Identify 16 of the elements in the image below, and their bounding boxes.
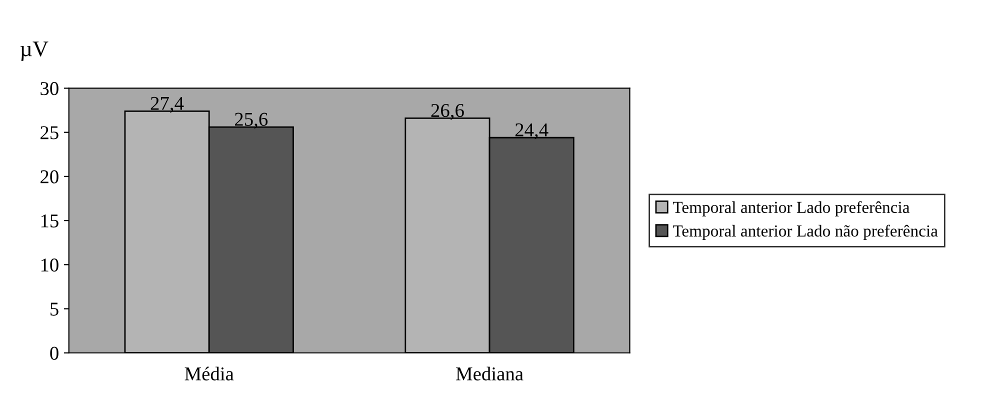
- data-label: 26,6: [431, 104, 464, 120]
- y-tick-label: 10: [41, 258, 58, 272]
- data-label: 24,4: [515, 123, 548, 140]
- y-tick-label: 20: [40, 170, 58, 184]
- y-tick-label: 0: [50, 346, 58, 360]
- data-label: 25,6: [235, 112, 268, 129]
- y-tick-label: 5: [50, 302, 58, 316]
- y-tick-label: 30: [40, 82, 58, 96]
- y-axis-title: µV: [20, 42, 48, 61]
- y-tick-label: 15: [41, 214, 58, 228]
- legend-label: Temporal anterior Lado não preferência: [672, 224, 938, 240]
- legend-label: Temporal anterior Lado preferência: [672, 201, 910, 216]
- data-label: 27,4: [150, 96, 184, 113]
- x-tick-label: Média: [184, 366, 234, 380]
- x-tick-label: Mediana: [456, 366, 524, 380]
- y-tick-label: 25: [40, 126, 58, 140]
